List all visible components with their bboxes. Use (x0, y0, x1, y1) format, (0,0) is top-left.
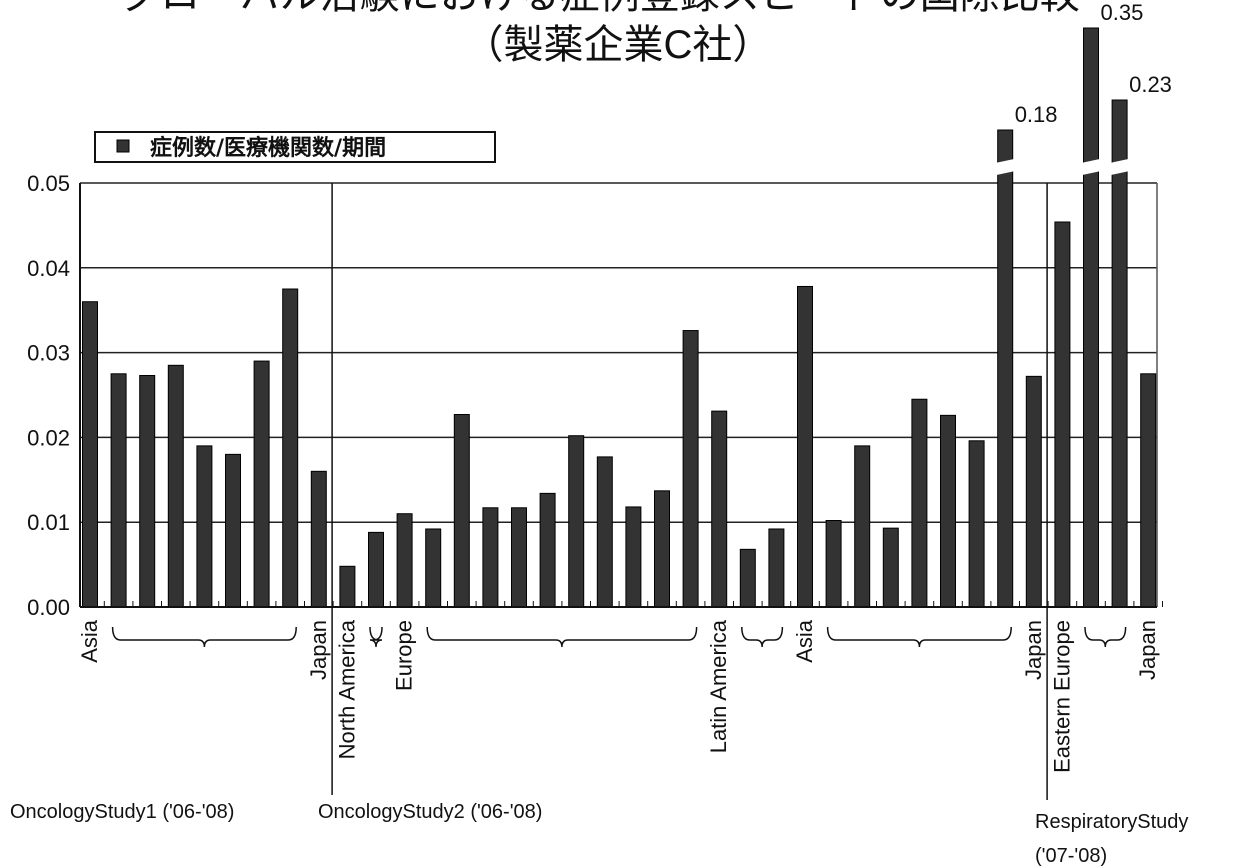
x-tick-label: North America (334, 619, 359, 759)
y-tick-label: 0.03 (27, 341, 70, 366)
bar (625, 506, 642, 608)
bar (1083, 27, 1099, 608)
legend-label: 症例数/医療機関数/期間 (150, 135, 386, 161)
bar (654, 490, 670, 608)
bar (1025, 375, 1042, 608)
bar (739, 548, 756, 608)
bar (568, 435, 585, 608)
chart-subtitle: （製薬企業C社） (464, 23, 773, 67)
y-tick-label: 0.04 (27, 256, 70, 281)
bar (682, 330, 699, 608)
bracket (369, 626, 383, 648)
bar (310, 470, 327, 608)
bar (368, 531, 384, 608)
legend-swatch (116, 139, 130, 153)
bar (425, 528, 442, 608)
y-tick-label: 0.00 (27, 595, 70, 620)
value-label: 0.18 (1015, 102, 1058, 127)
bar (1111, 99, 1128, 608)
x-tick-label: Europe (392, 620, 417, 691)
bar (596, 456, 613, 608)
bar (110, 373, 127, 608)
bar (539, 492, 556, 608)
x-tick-label: Japan (1021, 620, 1046, 680)
bar (797, 285, 813, 608)
bar (167, 364, 184, 608)
x-tick-label: Japan (306, 620, 331, 680)
bar (225, 453, 241, 608)
bar (196, 445, 213, 608)
bar (711, 410, 728, 608)
bar (282, 288, 299, 608)
value-label: 0.23 (1129, 72, 1172, 97)
y-tick-label: 0.01 (27, 510, 70, 535)
legend-box (94, 131, 496, 163)
bar (511, 507, 527, 608)
bar (396, 513, 413, 608)
axis-break (1103, 158, 1136, 176)
group-label: OncologyStudy2 ('06-'08) (318, 801, 543, 823)
value-label: 0.35 (1101, 0, 1144, 25)
bar (882, 527, 899, 608)
bracket (741, 626, 784, 648)
chart-title: グローバル治験における症例登録スピードの国際比較 (120, 0, 1080, 17)
bracket (826, 626, 1012, 648)
bracket (111, 626, 297, 648)
bar (1054, 221, 1071, 608)
bar (997, 129, 1014, 608)
bar (1140, 373, 1157, 608)
bar (139, 374, 156, 608)
group-label: RespiratoryStudy ('07-'08) (1035, 811, 1189, 867)
x-tick-label: Japan (1135, 620, 1160, 680)
bracket (426, 626, 698, 648)
x-tick-label: Asia (77, 619, 102, 663)
y-tick-label: 0.05 (27, 171, 70, 196)
bar (453, 414, 470, 608)
x-tick-label: Latin America (706, 619, 731, 753)
bar (940, 414, 956, 608)
bar (482, 507, 499, 608)
y-tick-label: 0.02 (27, 425, 70, 450)
bracket (1084, 626, 1127, 648)
bar (854, 445, 871, 608)
group-label: OncologyStudy1 ('06-'08) (10, 801, 235, 823)
axis-break (1075, 158, 1107, 176)
bar (82, 301, 98, 608)
x-tick-label: Asia (792, 619, 817, 663)
bar (968, 440, 985, 608)
bar (253, 360, 270, 608)
bar (768, 528, 785, 608)
bar (911, 398, 928, 608)
x-tick-label: Eastern Europe (1049, 620, 1074, 773)
bar (339, 565, 356, 608)
axis-break (989, 158, 1022, 176)
bar (825, 520, 842, 608)
